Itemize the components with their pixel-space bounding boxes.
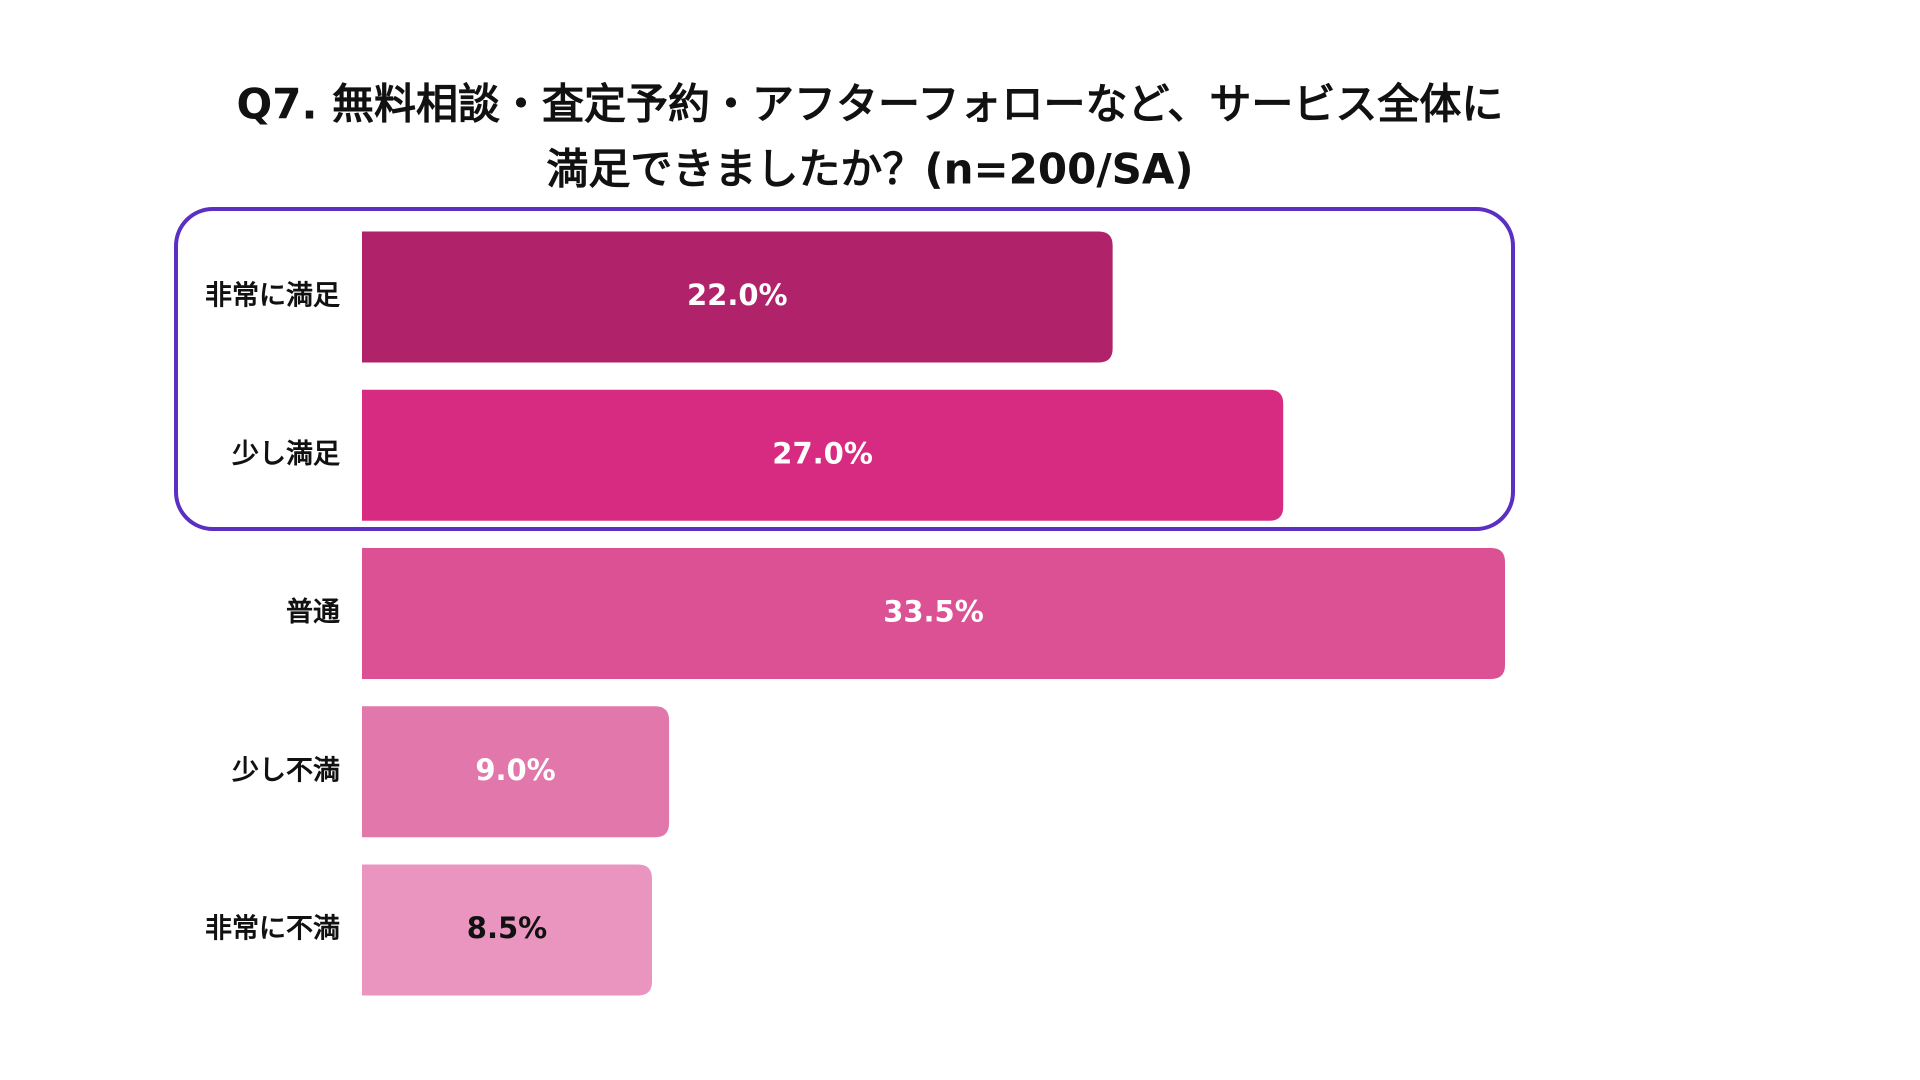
category-label: 少し満足 bbox=[232, 439, 340, 470]
value-label: 27.0% bbox=[772, 436, 873, 470]
value-label: 33.5% bbox=[883, 595, 984, 629]
category-label: 普通 bbox=[286, 596, 340, 628]
category-label: 少し不満 bbox=[232, 755, 340, 786]
bar bbox=[362, 864, 653, 996]
bar bbox=[362, 548, 1505, 679]
bar bbox=[362, 706, 670, 838]
bar bbox=[362, 389, 1284, 521]
value-label: 8.5% bbox=[467, 911, 547, 945]
category-label: 非常に不満 bbox=[205, 914, 340, 945]
bar bbox=[362, 231, 1113, 363]
chart-title: Q7. 無料相談・査定予約・アフターフォローなど、サービス全体に bbox=[237, 80, 1504, 129]
value-label: 9.0% bbox=[475, 753, 555, 787]
chart-title: 満足できましたか？(n=200/SA) bbox=[546, 145, 1193, 194]
highlight-box bbox=[174, 207, 1515, 531]
value-label: 22.0% bbox=[687, 278, 788, 312]
category-label: 非常に満足 bbox=[205, 281, 340, 312]
